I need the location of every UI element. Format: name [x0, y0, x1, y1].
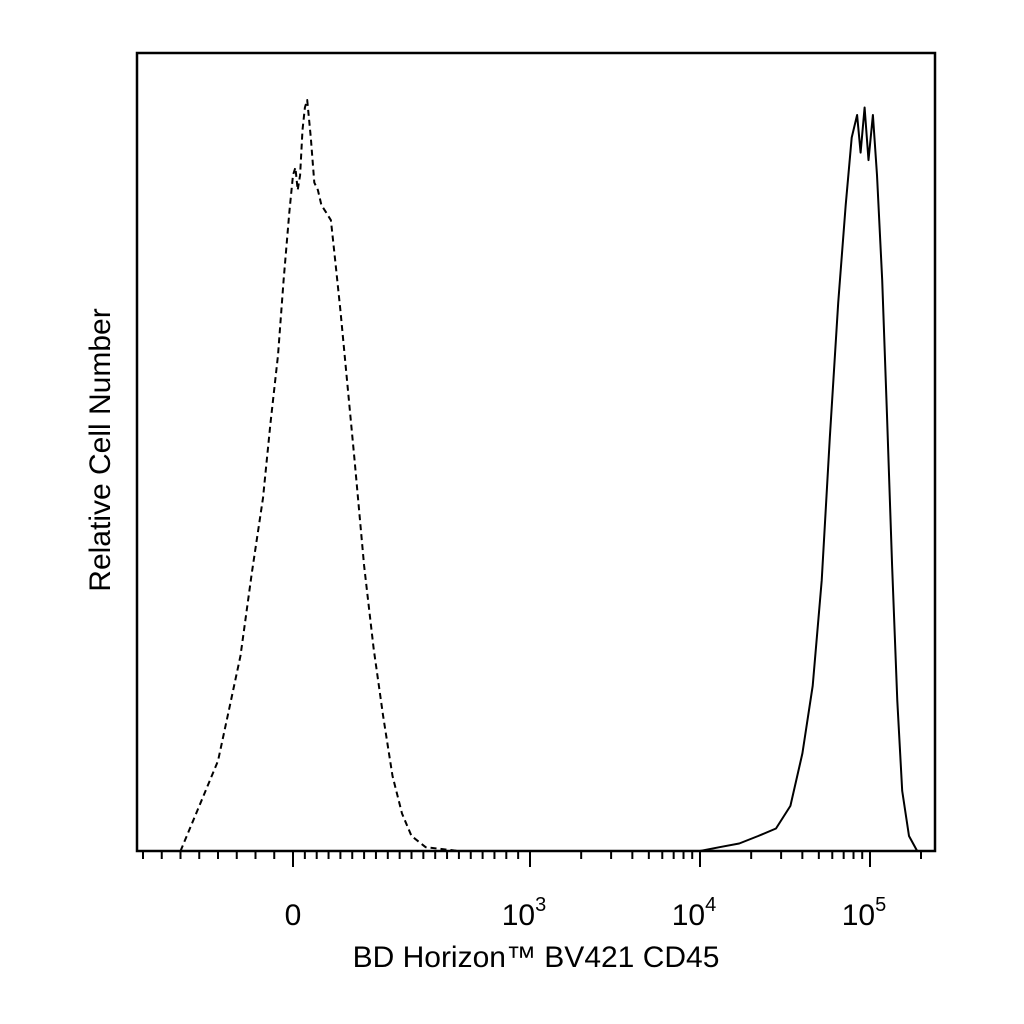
x-tick-label: 104 [672, 894, 717, 932]
x-axis-label: BD Horizon™ BV421 CD45 [353, 941, 720, 974]
x-axis-ticks [142, 851, 922, 867]
y-axis-label: Relative Cell Number [84, 308, 117, 591]
plot-frame [135, 51, 937, 853]
series-dashed-line [179, 99, 921, 852]
x-tick-label: 103 [502, 894, 547, 932]
series-layer [179, 99, 921, 852]
series-solid-line [180, 106, 921, 852]
x-tick-label: 0 [285, 899, 302, 932]
x-axis-tick-labels: 0 103 104 105 [285, 894, 887, 932]
x-tick-label: 105 [842, 894, 887, 932]
